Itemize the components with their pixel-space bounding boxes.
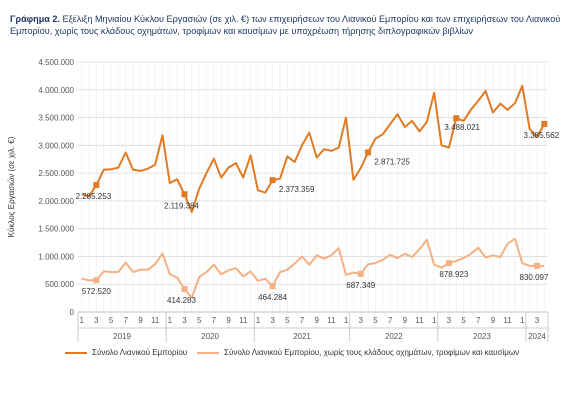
y-tick-label: 0 [70,308,75,317]
y-tick-label: 4.500.000 [38,58,74,67]
x-tick-label: 11 [239,316,248,325]
data-label: 3.488.021 [444,123,480,132]
gridlines [78,61,548,313]
data-label: 464.284 [258,293,287,302]
data-label: 2.285.253 [76,192,112,201]
chart-title-label: Γράφημα 2. [10,14,61,24]
year-label: 2023 [473,332,491,341]
y-axis-title: Κύκλος Εργασιών (σε χιλ. €) [7,136,16,237]
legend-label: Σύνολο Λιανικού Εμπορίου, χωρίς τους κλά… [224,348,520,357]
x-tick-label: 7 [476,316,481,325]
data-point-marker [445,260,452,267]
x-tick-label: 3 [94,316,99,325]
data-label: 687.349 [346,281,375,290]
x-tick-label: 5 [373,316,378,325]
data-label: 3.385.562 [524,131,560,140]
x-tick-label: 11 [151,316,160,325]
data-point-marker [357,270,364,277]
data-label: 2.373.359 [279,185,315,194]
y-tick-label: 3.500.000 [38,114,74,123]
y-axis: 0 500.000 1.000.000 1.500.000 2.000.000 2.500… [38,58,74,317]
x-tick-label: 1 [256,316,261,325]
year-label: 2020 [201,332,219,341]
x-tick-label: 7 [124,316,129,325]
chart-title: Γράφημα 2. Εξέλιξη Μηνιαίου Κύκλου Εργασ… [10,13,570,37]
x-tick-label: 5 [461,316,466,325]
y-tick-label: 3.000.000 [38,141,74,150]
data-point-marker [453,115,460,122]
legend-item-total-retail: Σύνολο Λιανικού Εμπορίου [65,348,187,357]
legend-line-icon [197,351,219,354]
x-tick-label: 11 [327,316,336,325]
x-tick-label: 5 [285,316,290,325]
x-tick-label: 1 [79,316,84,325]
x-tick-label: 1 [344,316,349,325]
x-tick-label: 9 [403,316,408,325]
data-label: 878.923 [439,270,468,279]
x-tick-label: 1 [432,316,437,325]
series-line-1 [81,237,545,299]
legend: Σύνολο Λιανικού Εμπορίου Σύνολο Λιανικού… [0,348,577,362]
x-tick-label: 7 [388,316,393,325]
x-tick-label: 5 [109,316,114,325]
data-label: 2.119.384 [164,201,200,210]
chart-title-text: Εξέλιξη Μηνιαίου Κύκλου Εργασιών (σε χιλ… [10,14,561,36]
x-tick-label: 3 [535,316,540,325]
series-line-0 [81,84,546,213]
data-point-marker [269,177,276,184]
x-tick-label: 11 [503,316,512,325]
y-tick-label: 1.500.000 [38,225,74,234]
year-label: 2022 [385,332,403,341]
x-tick-label: 3 [359,316,364,325]
x-tick-label: 9 [138,316,143,325]
y-tick-label: 1.000.000 [38,252,74,261]
year-label: 2024 [528,332,546,341]
year-label: 2021 [293,332,311,341]
data-point-marker [181,285,188,292]
data-label: 414.283 [167,296,196,305]
data-point-marker [93,277,100,284]
legend-line-icon [65,351,87,354]
legend-label: Σύνολο Λιανικού Εμπορίου [92,348,188,357]
data-label: 572.520 [82,287,111,296]
data-point-marker [541,120,548,127]
legend-item-retail-excl: Σύνολο Λιανικού Εμπορίου, χωρίς τους κλά… [197,348,519,357]
x-tick-label: 9 [226,316,231,325]
x-tick-label: 9 [314,316,319,325]
x-tick-label: 3 [270,316,275,325]
x-tick-label: 9 [491,316,496,325]
x-tick-label: 3 [447,316,452,325]
x-tick-label: 7 [300,316,305,325]
x-tick-label: 1 [520,316,525,325]
x-tick-label: 5 [197,316,202,325]
x-tick-label: 7 [212,316,217,325]
x-tick-label: 3 [182,316,187,325]
data-point-marker [181,191,188,198]
data-point-marker [365,149,372,156]
year-label: 2019 [113,332,131,341]
data-labels: 2.285.253 2.119.384 2.373.359 2.871.725 3.48… [76,123,560,305]
data-label: 830.097 [520,273,549,282]
y-tick-label: 2.500.000 [38,169,74,178]
data-label: 2.871.725 [374,157,410,166]
x-axis: 1 3 5 7 9 11 1 3 5 7 9 11 1 3 5 7 9 11 1 3 5 7 9 11 1 3 5 7 9 11 1 3201… [77,311,549,342]
data-point-marker [533,262,540,269]
data-point-marker [269,283,276,290]
y-tick-label: 2.000.000 [38,197,74,206]
y-tick-label: 500.000 [45,280,74,289]
data-point-marker [93,182,100,189]
y-tick-label: 4.000.000 [38,86,74,95]
x-tick-label: 11 [415,316,424,325]
series-lines [81,84,548,299]
x-tick-label: 1 [168,316,173,325]
